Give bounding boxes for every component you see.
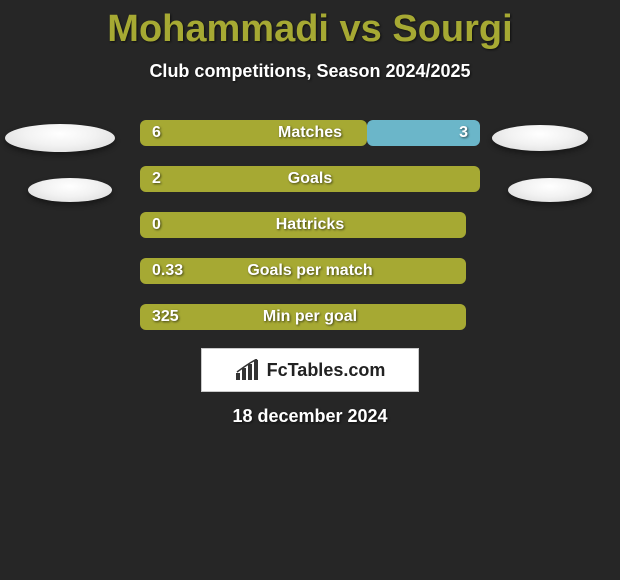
stat-row: 0.33Goals per match [0, 248, 620, 294]
p1-bar [140, 166, 480, 192]
decor-oval [492, 125, 588, 151]
bars-icon [235, 359, 261, 381]
subtitle: Club competitions, Season 2024/2025 [0, 61, 620, 82]
page-title: Mohammadi vs Sourgi [0, 8, 620, 51]
decor-oval [5, 124, 115, 152]
bar-area: 63Matches [140, 120, 480, 146]
date-label: 18 december 2024 [0, 406, 620, 427]
decor-oval [508, 178, 592, 202]
bar-area: 325Min per goal [140, 304, 480, 330]
comparison-card: Mohammadi vs Sourgi Club competitions, S… [0, 0, 620, 427]
bar-area: 2Goals [140, 166, 480, 192]
p1-bar [140, 212, 466, 238]
badge-text: FcTables.com [267, 360, 386, 381]
bar-area: 0Hattricks [140, 212, 480, 238]
p2-bar [367, 120, 480, 146]
bar-area: 0.33Goals per match [140, 258, 480, 284]
p1-bar [140, 120, 367, 146]
stat-row: 0Hattricks [0, 202, 620, 248]
stat-row: 325Min per goal [0, 294, 620, 340]
decor-oval [28, 178, 112, 202]
p1-bar [140, 304, 466, 330]
source-badge[interactable]: FcTables.com [201, 348, 419, 392]
p1-bar [140, 258, 466, 284]
